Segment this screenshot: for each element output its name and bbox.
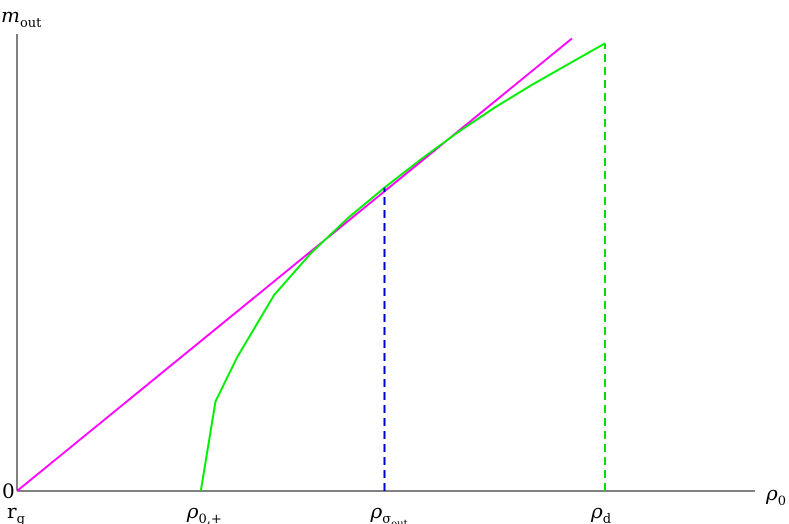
series-line-0 xyxy=(16,37,573,492)
x-tick-label-1: ρ0,+ xyxy=(186,499,222,524)
x-tick-label-3: ρd xyxy=(590,499,611,524)
y-zero-label: 0 xyxy=(2,479,15,503)
labels-layer: 0rg ρ0,+ ρσout ρd ρ0 mout xyxy=(1,3,786,524)
x-tick-label-0: rg xyxy=(7,499,25,524)
axes xyxy=(16,34,755,492)
series-layer xyxy=(16,37,606,492)
x-tick-label-2: ρσout xyxy=(370,499,408,524)
y-axis-label: mout xyxy=(1,3,42,31)
x-axis-label: ρ0 xyxy=(765,481,786,509)
series-line-1 xyxy=(199,42,606,492)
